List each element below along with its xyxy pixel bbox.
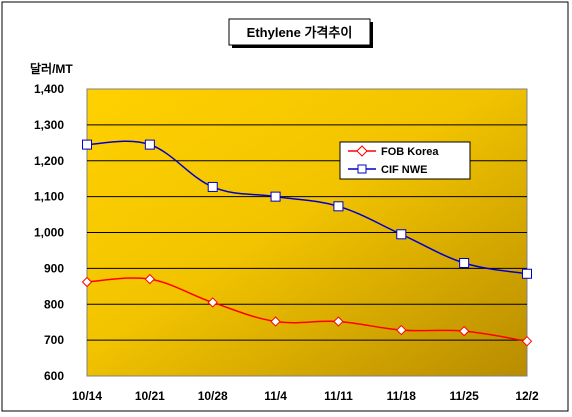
title-box-shadow [232,45,373,48]
y-tick-label: 1,300 [34,118,64,132]
x-tick-label: 11/11 [324,389,353,403]
series-layer [81,139,533,347]
data-point-fob-korea [144,273,156,285]
title-box-shadow-side [370,22,373,48]
data-point-cif-nwe [459,257,470,268]
data-point-cif-nwe [396,229,407,240]
y-tick-labels: 600 700 800 900 1,000 1,100 1,200 1,300 1,400 [34,82,64,383]
x-tick-label: 11/18 [387,389,417,403]
data-point-cif-nwe [270,191,281,202]
legend-marker-cif-nwe [357,164,367,174]
chart-title: Ethylene 가격추이 [247,25,353,40]
y-tick-label: 1,400 [34,82,64,96]
data-point-fob-korea [396,324,407,336]
y-tick-label: 900 [44,261,64,275]
data-point-fob-korea [81,276,93,288]
y-tick-label: 600 [44,369,64,383]
x-tick-label: 11/25 [449,389,479,403]
data-point-cif-nwe [333,201,344,212]
legend-label-cif-nwe: CIF NWE [381,164,427,176]
y-tick-label: 800 [44,297,64,311]
title-box-border [228,18,371,46]
x-tick-label: 10/28 [198,389,228,403]
gridlines [87,124,527,341]
y-tick-label: 1,000 [34,226,64,240]
title-box: Ethylene 가격추이 [228,18,373,48]
x-tick-labels: 10/14 10/21 10/28 11/4 11/11 11/18 11/25 12/2 [72,389,539,403]
x-tick-label: 10/14 [72,389,102,403]
data-point-fob-korea [207,297,218,308]
y-axis-label: 달러/MT [30,61,73,76]
y-tick-label: 1,200 [34,154,64,168]
data-point-cif-nwe [207,181,218,192]
data-point-cif-nwe [522,268,532,279]
series-line-fob-korea [86,277,528,342]
data-point-cif-nwe [82,139,92,150]
data-point-fob-korea [270,316,281,327]
x-tick-label: 10/21 [135,389,165,403]
legend-label-fob-korea: FOB Korea [381,146,439,158]
data-point-fob-korea [458,325,470,337]
y-tick-label: 700 [44,333,64,347]
legend-marker-fob-korea [356,145,368,157]
data-point-fob-korea [333,316,344,327]
data-point-cif-nwe [144,139,155,150]
legend: FOB Korea CIF NWE [339,141,471,180]
series-line-cif-nwe [86,140,528,275]
y-tick-label: 1,100 [34,190,64,204]
x-tick-label: 12/2 [515,389,539,403]
x-tick-label: 11/4 [264,389,287,403]
data-point-fob-korea [521,335,533,347]
